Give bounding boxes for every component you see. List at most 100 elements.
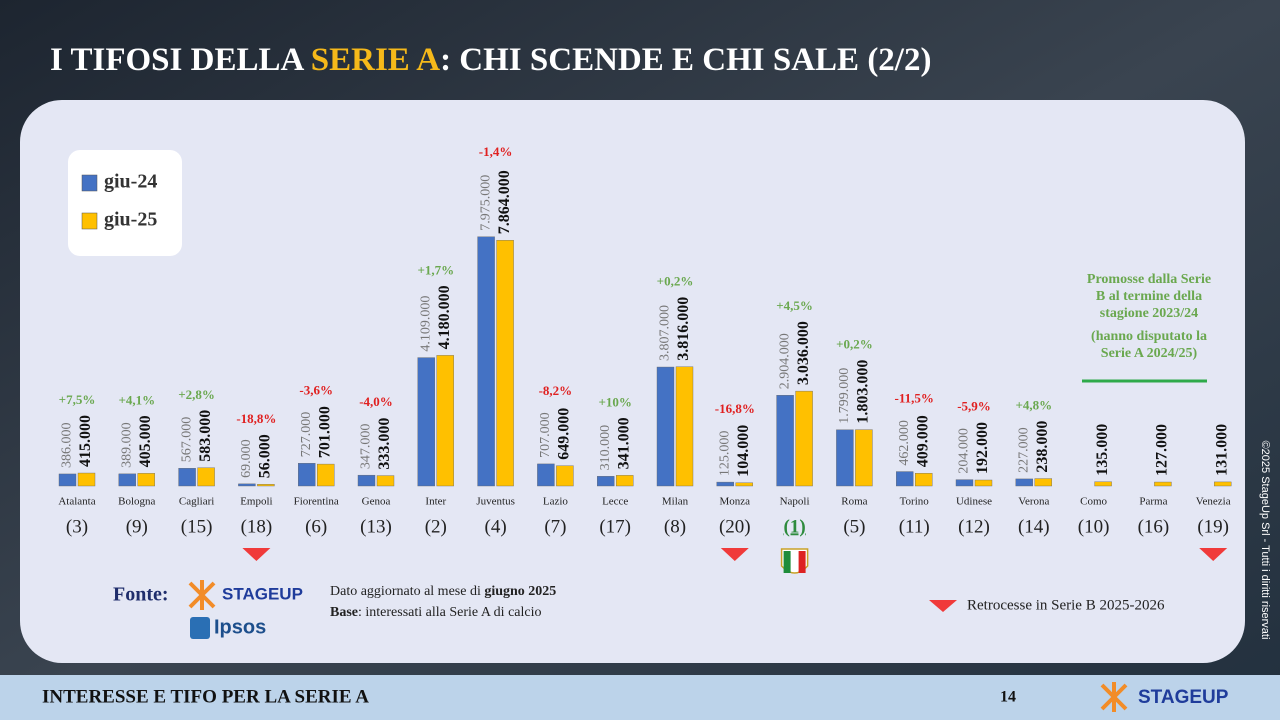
- bar: [257, 484, 275, 487]
- x-tick-label: Inter: [425, 496, 446, 508]
- bar: [436, 355, 454, 487]
- ipsos-icon: [190, 617, 210, 639]
- change-label: +4,8%: [1015, 398, 1052, 413]
- legend-label: giu-25: [104, 209, 157, 231]
- note-line: B al termine della: [1096, 289, 1202, 304]
- bar: [317, 463, 335, 487]
- bar: [178, 468, 196, 487]
- bar: [656, 366, 675, 487]
- change-label: -1,4%: [479, 144, 513, 159]
- rank-label: (9): [126, 516, 148, 537]
- bar: [58, 473, 77, 487]
- bar: [357, 474, 376, 487]
- promoted-note: Promosse dalla Serie B al termine della st…: [1087, 272, 1211, 361]
- x-tick-label: Verona: [1018, 496, 1049, 508]
- x-tick-label: Atalanta: [58, 496, 95, 508]
- ipsos-logo: Ipsos: [214, 616, 266, 638]
- change-label: -11,5%: [895, 391, 934, 406]
- value-label: 2.904.000: [777, 333, 792, 389]
- bar: [915, 473, 933, 487]
- bar: [477, 236, 495, 487]
- x-tick-label: Fiorentina: [294, 496, 339, 508]
- rank-label: (19): [1197, 516, 1229, 537]
- change-label: +7,5%: [59, 392, 96, 407]
- rank-label: (18): [241, 516, 273, 537]
- bar: [238, 483, 256, 487]
- footer-brand: STAGEUP: [1138, 687, 1229, 708]
- rank-label: (5): [843, 516, 865, 537]
- value-label: 415.000: [77, 415, 94, 467]
- x-tick-label: Napoli: [780, 496, 810, 508]
- change-label: -16,8%: [715, 401, 755, 416]
- value-label: 347.000: [359, 424, 374, 470]
- legend: giu-24 giu-25: [81, 171, 157, 231]
- bar: [795, 390, 813, 487]
- panel: [20, 100, 1245, 663]
- note-line: stagione 2023/24: [1100, 306, 1198, 321]
- relegated-marker: [242, 548, 271, 561]
- value-label: 127.000: [1154, 424, 1171, 476]
- stageup-logo: STAGEUP: [188, 580, 303, 610]
- chart: 386.000 415.000 +7,5% Atalanta (3) 389.000 405…: [58, 144, 1232, 574]
- legend-swatch: [81, 212, 98, 230]
- change-label: -8,2%: [539, 383, 573, 398]
- value-label: 7.975.000: [478, 175, 493, 231]
- value-label: 707.000: [538, 412, 553, 458]
- value-label: 204.000: [957, 428, 972, 474]
- legend-swatch: [81, 174, 98, 192]
- bar: [298, 463, 316, 487]
- x-tick-label: Venezia: [1196, 496, 1231, 508]
- value-label: 389.000: [120, 422, 135, 468]
- value-label: 135.000: [1094, 424, 1111, 476]
- x-tick-label: Torino: [900, 496, 930, 508]
- change-label: +10%: [598, 394, 631, 409]
- value-label: 405.000: [137, 415, 154, 467]
- bar: [735, 482, 753, 487]
- footer-text: INTERESSE E TIFO PER LA SERIE A: [42, 686, 369, 707]
- x-tick-label: Milan: [662, 496, 689, 508]
- source-text: giugno 2025: [484, 584, 556, 599]
- bar: [556, 465, 574, 487]
- bar: [616, 475, 634, 487]
- relegated-legend: Retrocesse in Serie B 2025-2026: [967, 597, 1165, 613]
- rank-label: (2): [425, 516, 447, 537]
- bar: [955, 479, 974, 487]
- page-number: 14: [1000, 689, 1016, 706]
- bar: [496, 240, 514, 487]
- slide-title: I TIFOSI DELLA SERIE A: CHI SCENDE E CHI…: [50, 42, 931, 78]
- bar: [417, 357, 435, 487]
- value-label: 227.000: [1017, 427, 1032, 473]
- change-label: -5,9%: [957, 399, 991, 414]
- value-label: 238.000: [1034, 421, 1051, 473]
- x-tick-label: Empoli: [240, 496, 272, 508]
- rank-label: (1): [784, 516, 806, 537]
- bar: [836, 429, 854, 487]
- bar: [77, 472, 96, 487]
- change-label: +2,8%: [178, 387, 215, 402]
- source-text: Base: [330, 605, 358, 620]
- change-label: -18,8%: [236, 411, 276, 426]
- bar: [896, 471, 914, 487]
- value-label: 56.000: [257, 434, 274, 478]
- value-label: 409.000: [914, 415, 931, 467]
- rank-label: (15): [181, 516, 213, 537]
- change-label: +0,2%: [836, 337, 873, 352]
- x-tick-label: Cagliari: [179, 496, 214, 508]
- value-label: 131.000: [1213, 424, 1230, 476]
- x-tick-label: Como: [1080, 496, 1107, 508]
- logo-icon: [188, 580, 216, 610]
- value-label: 192.000: [974, 422, 991, 474]
- bar: [675, 366, 694, 487]
- bar: [1213, 481, 1232, 487]
- value-label: 583.000: [197, 410, 214, 462]
- value-label: 462.000: [897, 420, 912, 466]
- source-label: Fonte:: [113, 584, 169, 606]
- value-label: 1.799.000: [837, 368, 852, 424]
- relegated-marker: [720, 548, 749, 561]
- source-text: : interessati alla Serie A di calcio: [358, 605, 542, 620]
- value-label: 727.000: [299, 412, 314, 458]
- bar: [1015, 478, 1033, 487]
- bar: [1034, 478, 1053, 487]
- value-label: 3.036.000: [795, 321, 812, 385]
